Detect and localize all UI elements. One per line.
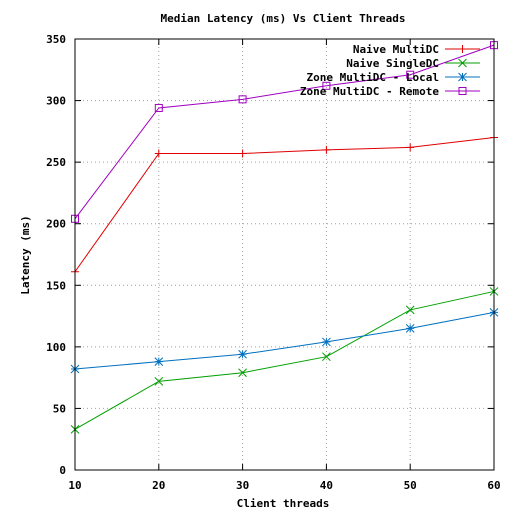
axis-ticks: 0 50 100 150 200 250 300 350 10 20 30 40 50 60 (46, 33, 501, 492)
y-tick-label: 250 (46, 156, 66, 169)
data-point (405, 324, 415, 333)
legend-item: Zone MultiDC - Remote (300, 85, 480, 98)
data-point (322, 145, 331, 154)
x-tick-label: 40 (320, 479, 333, 492)
x-tick-label: 30 (236, 479, 249, 492)
series-naive-multidc (71, 133, 498, 276)
data-point (238, 368, 247, 378)
legend-swatch-marker (458, 45, 467, 53)
gridlines (75, 39, 494, 470)
y-tick-label: 300 (46, 95, 66, 108)
data-point (322, 337, 331, 347)
plot-frame (74, 38, 495, 471)
series-line (74, 290, 495, 430)
x-axis-title: Client threads (237, 497, 330, 510)
legend-label: Zone MultiDC - Local (307, 71, 439, 84)
legend-swatch-marker (458, 72, 467, 82)
legend-swatch-marker (458, 58, 467, 68)
data-point (238, 95, 247, 104)
data-point (322, 81, 331, 90)
data-point (405, 305, 415, 315)
y-tick-label: 50 (53, 402, 66, 415)
data-point (154, 357, 164, 366)
x-tick-label: 20 (152, 479, 165, 492)
data-point (238, 149, 247, 158)
data-point (154, 376, 164, 386)
data-point (322, 352, 331, 362)
y-tick-label: 200 (46, 218, 66, 231)
series-naive-singledc (70, 287, 499, 434)
series-group (70, 41, 499, 434)
y-tick-label: 100 (46, 341, 66, 354)
legend-item: Naive SingleDC (346, 57, 480, 70)
data-point (154, 103, 163, 112)
data-point (154, 149, 163, 158)
legend-label: Naive SingleDC (346, 57, 439, 70)
data-point (406, 70, 415, 79)
series-line (74, 44, 495, 220)
y-tick-label: 150 (46, 279, 66, 292)
data-point (238, 349, 247, 359)
legend-item: Zone MultiDC - Local (307, 71, 480, 84)
y-axis-title: Latency (ms) (19, 215, 32, 294)
y-tick-label: 0 (59, 464, 66, 477)
x-tick-label: 60 (487, 479, 500, 492)
legend-item: Naive MultiDC (353, 43, 480, 56)
chart-title: Median Latency (ms) Vs Client Threads (160, 12, 405, 25)
series-line (74, 137, 495, 273)
legend-label: Zone MultiDC - Remote (300, 85, 439, 98)
legend-swatch-marker (458, 87, 467, 95)
series-line (74, 311, 495, 370)
data-point (406, 143, 415, 152)
series-zone-multidc-local (70, 308, 499, 374)
legend-label: Naive MultiDC (353, 43, 439, 56)
y-tick-label: 350 (46, 33, 66, 46)
x-tick-label: 50 (404, 479, 417, 492)
x-tick-label: 10 (68, 479, 81, 492)
